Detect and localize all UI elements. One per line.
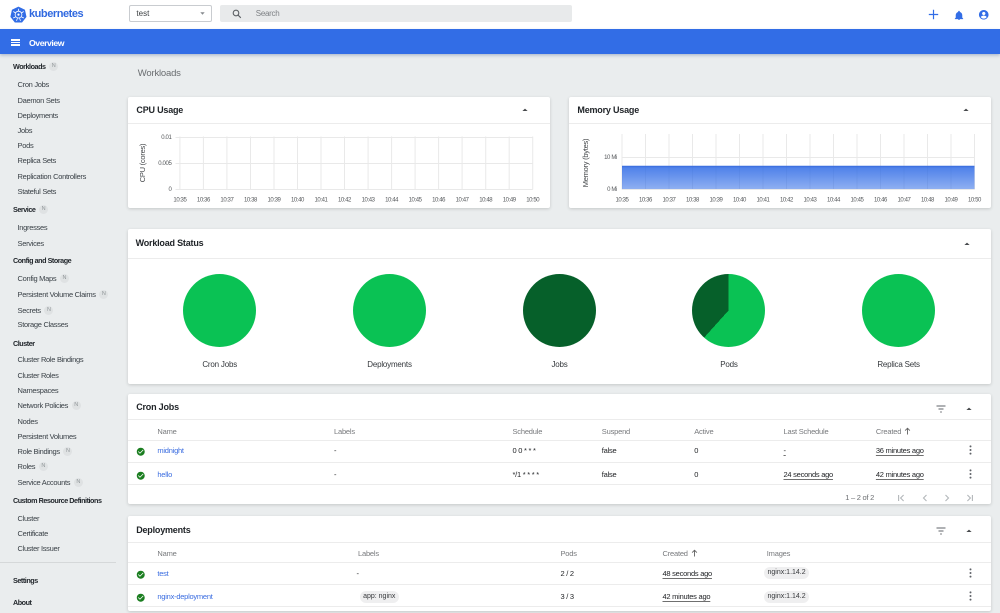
- svg-text:CPU (cores): CPU (cores): [138, 143, 147, 182]
- svg-text:0.01: 0.01: [161, 135, 172, 141]
- svg-text:10:50: 10:50: [526, 198, 540, 204]
- svg-text:10:49: 10:49: [503, 198, 517, 204]
- svg-text:0 Mi: 0 Mi: [607, 187, 617, 193]
- svg-text:10:42: 10:42: [338, 198, 352, 204]
- svg-text:10:40: 10:40: [733, 198, 747, 204]
- svg-text:10:44: 10:44: [385, 198, 399, 204]
- svg-text:10:48: 10:48: [479, 198, 493, 204]
- svg-text:10:38: 10:38: [244, 198, 258, 204]
- svg-text:10:43: 10:43: [803, 198, 817, 204]
- svg-text:10:35: 10:35: [173, 198, 187, 204]
- svg-text:10:45: 10:45: [409, 198, 423, 204]
- svg-text:10:42: 10:42: [780, 198, 794, 204]
- svg-text:10:46: 10:46: [874, 198, 888, 204]
- svg-text:10:44: 10:44: [827, 198, 841, 204]
- svg-text:10:38: 10:38: [686, 198, 700, 204]
- svg-text:10:48: 10:48: [921, 198, 935, 204]
- svg-text:10:36: 10:36: [639, 198, 653, 204]
- svg-text:10:37: 10:37: [220, 198, 234, 204]
- svg-text:10:36: 10:36: [197, 198, 211, 204]
- svg-text:10:46: 10:46: [432, 198, 446, 204]
- svg-text:10:39: 10:39: [267, 198, 281, 204]
- svg-text:10:49: 10:49: [944, 198, 958, 204]
- svg-text:10:47: 10:47: [897, 198, 911, 204]
- svg-text:10:41: 10:41: [314, 198, 328, 204]
- svg-text:0: 0: [169, 187, 173, 193]
- svg-text:Memory (bytes): Memory (bytes): [581, 138, 590, 187]
- svg-text:10:37: 10:37: [662, 198, 676, 204]
- svg-text:10 Mi: 10 Mi: [604, 155, 617, 161]
- svg-text:0.005: 0.005: [158, 161, 172, 167]
- svg-text:10:41: 10:41: [756, 198, 770, 204]
- svg-text:10:45: 10:45: [850, 198, 864, 204]
- svg-text:10:47: 10:47: [456, 198, 470, 204]
- svg-text:10:40: 10:40: [291, 198, 305, 204]
- svg-text:10:43: 10:43: [362, 198, 376, 204]
- svg-text:10:50: 10:50: [968, 198, 982, 204]
- svg-text:10:35: 10:35: [615, 198, 629, 204]
- svg-text:10:39: 10:39: [709, 198, 723, 204]
